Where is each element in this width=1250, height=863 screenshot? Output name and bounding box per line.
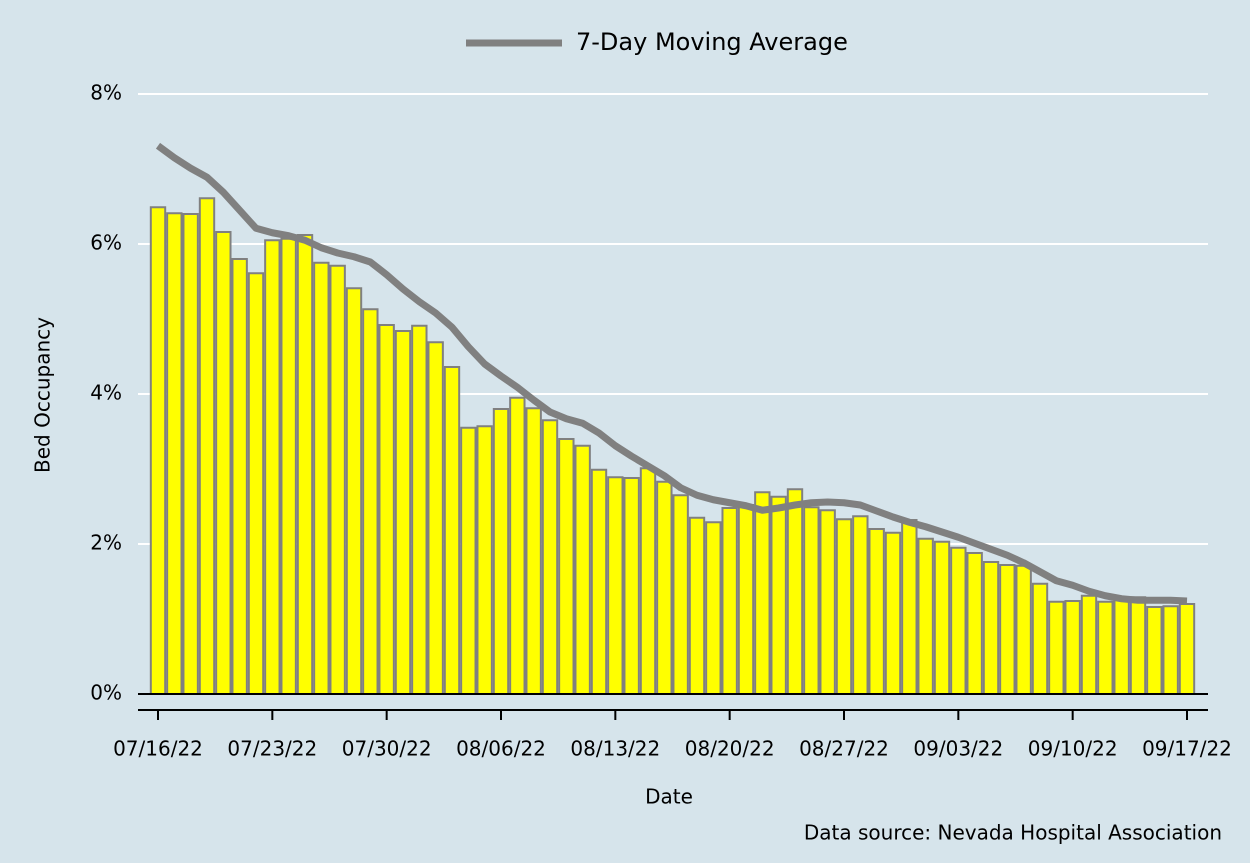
bar [999,564,1016,695]
bar [1162,605,1179,695]
bar [329,264,346,695]
bar [803,506,820,695]
x-tick-label: 07/30/22 [342,737,432,761]
y-axis-label: Bed Occupancy [31,317,55,473]
bar [901,519,918,695]
bar [264,239,281,695]
bar [509,396,526,695]
x-tick-label: 08/27/22 [799,737,889,761]
bar [1178,603,1196,695]
bar [1146,606,1163,695]
bar [1113,597,1130,695]
x-tick-label: 08/13/22 [570,737,660,761]
bar [607,476,624,695]
bar [345,287,363,695]
bar [182,213,199,695]
bar [1015,564,1032,695]
x-tick-label: 07/23/22 [227,737,317,761]
bar [835,518,853,695]
bar [574,444,591,695]
bar [1097,600,1114,695]
y-tick-label: 4% [90,381,122,405]
bar [460,426,477,695]
bar [982,561,1000,695]
bar [737,504,755,695]
bar [411,324,428,695]
bar [231,258,248,695]
bar [639,467,657,695]
moving-average-line [155,142,1188,605]
bar [1129,596,1147,695]
bar [721,507,738,695]
x-axis-label: Date [645,785,693,809]
bar [623,477,640,695]
bar [443,366,461,695]
bar [198,197,216,695]
bar [1064,600,1081,695]
bar [394,330,412,695]
bar [933,540,951,695]
x-tick-label: 09/10/22 [1028,737,1118,761]
source-note: Data source: Nevada Hospital Association [804,821,1222,845]
bar [1048,600,1065,695]
bar [558,438,575,695]
bar [754,491,771,695]
bar [966,552,983,695]
bar [1031,582,1049,695]
y-tick-label: 2% [90,531,122,555]
x-tick-label: 07/16/22 [113,737,203,761]
y-tick-label: 0% [90,681,122,705]
bar [917,537,934,695]
bar [950,546,967,695]
x-tick-label: 08/20/22 [685,737,775,761]
x-tick-label: 08/06/22 [456,737,546,761]
bar [541,419,559,695]
bar [476,425,493,695]
y-tick-label: 8% [90,81,122,105]
bar [688,516,706,695]
bar [868,528,885,695]
bar [166,212,183,695]
bar [852,515,869,695]
bar [378,324,395,695]
bar [884,531,902,695]
bar [656,480,673,695]
bar [525,407,542,695]
bar [215,231,232,695]
legend-label: 7-Day Moving Average [576,28,848,56]
y-tick-label: 6% [90,231,122,255]
bar [770,495,787,695]
x-tick-label: 09/17/22 [1142,737,1232,761]
bar [280,237,297,695]
bar [149,206,167,695]
bar [362,308,379,695]
bar [786,488,804,695]
bar [672,494,689,695]
bar [247,272,265,695]
bar [819,509,836,695]
bar [313,261,330,695]
bar [296,234,314,695]
bar [1080,594,1098,695]
bar [492,408,510,695]
x-tick-label: 09/03/22 [913,737,1003,761]
bar [427,341,444,695]
bar [590,468,608,695]
bar [705,521,722,695]
